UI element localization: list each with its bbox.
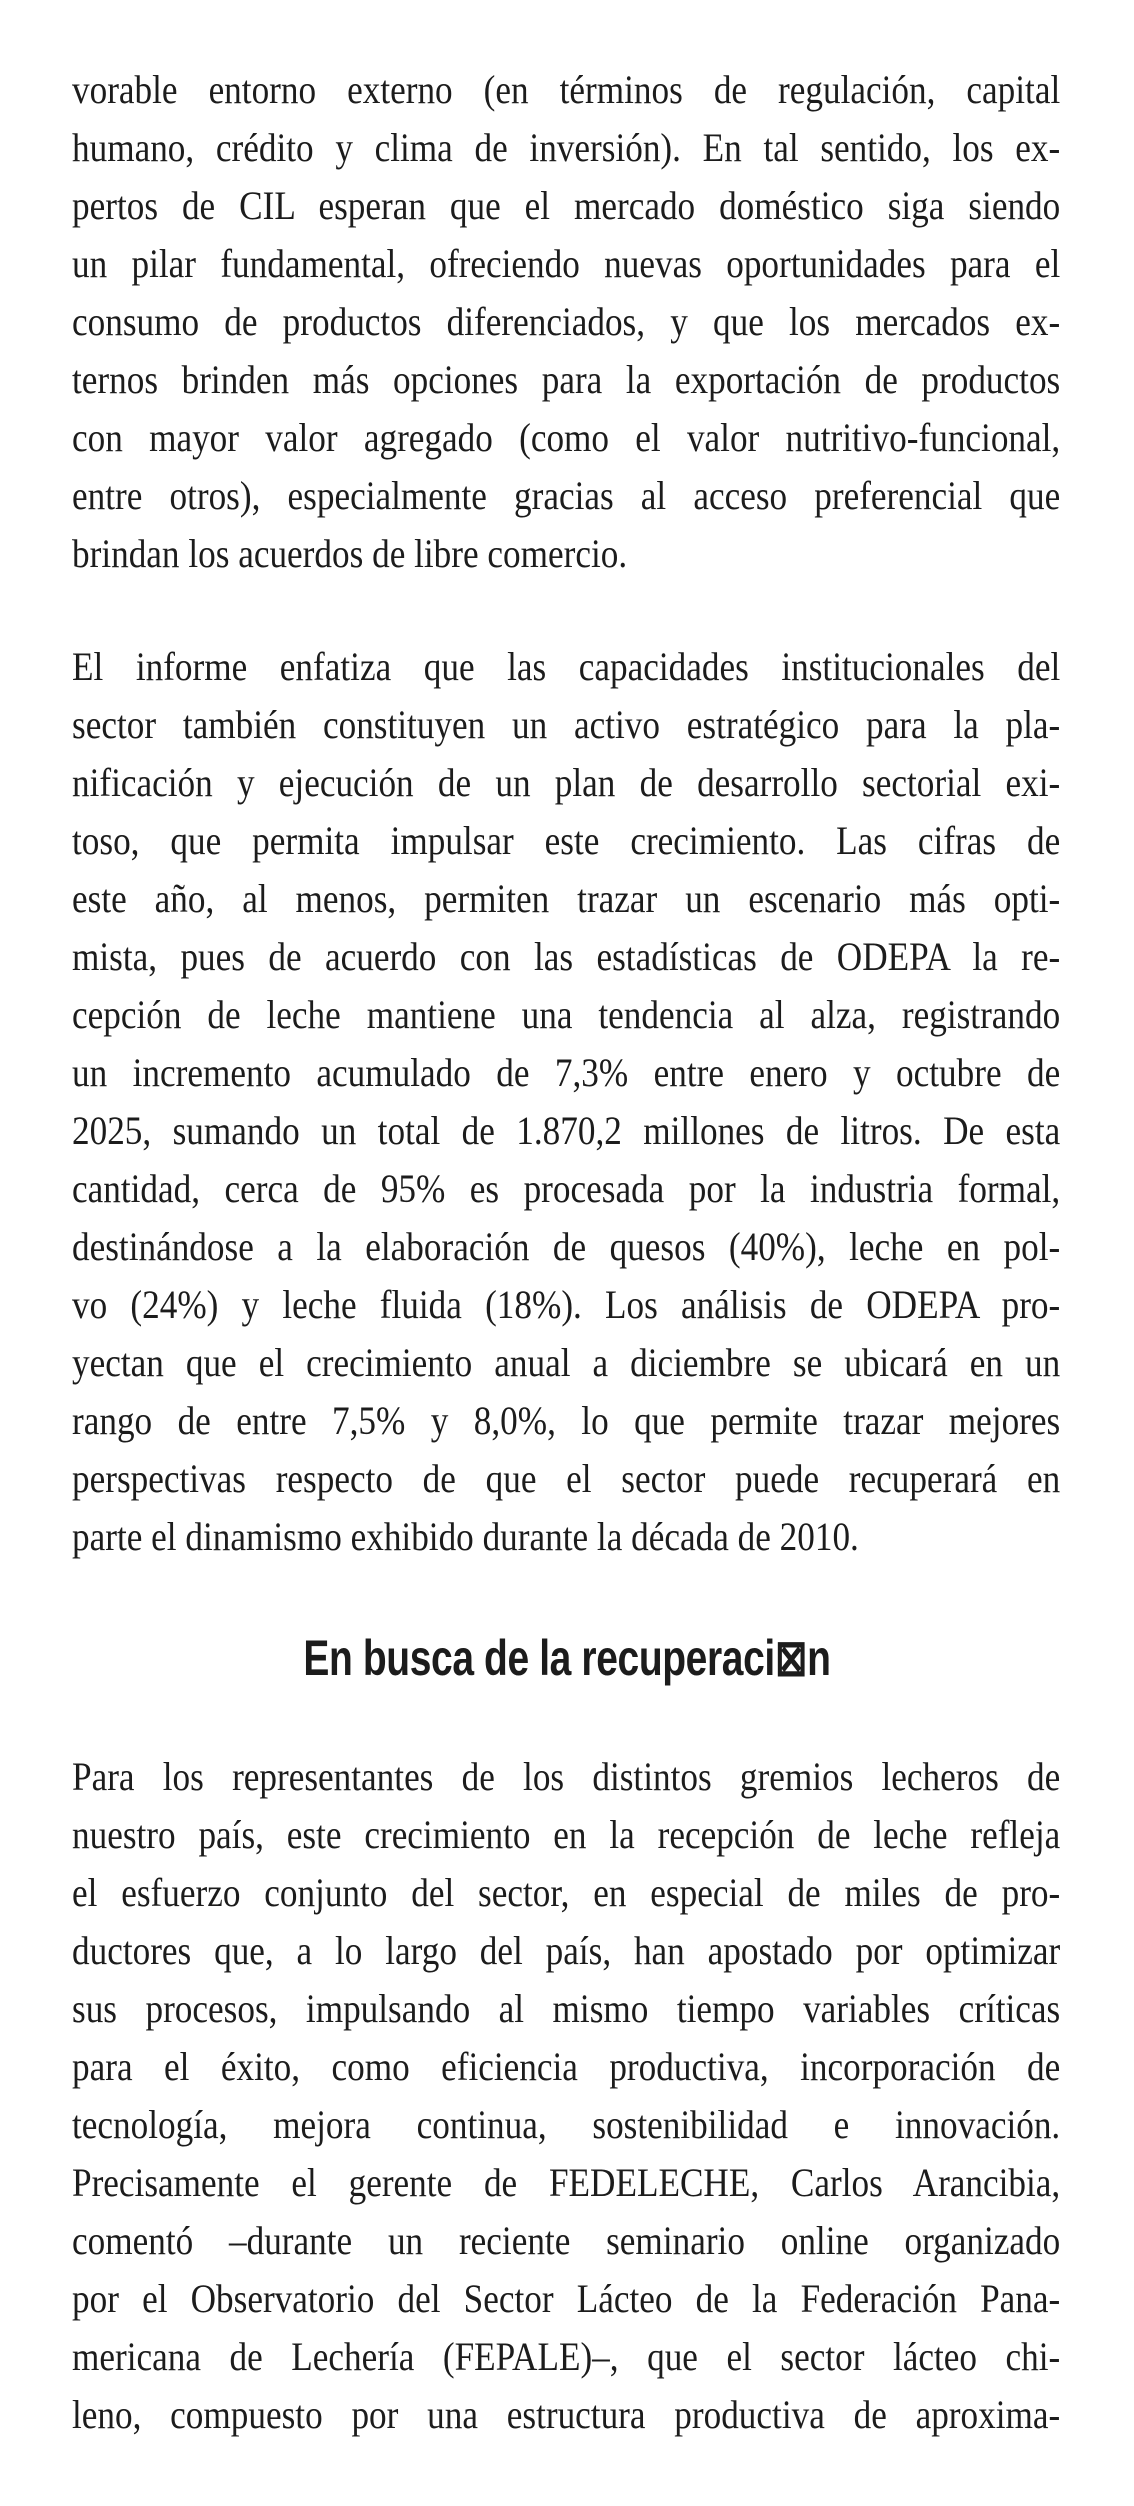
text-line: mista, pues de acuerdo con las estadísti… bbox=[72, 934, 1061, 979]
text-line: el esfuerzo conjunto del sector, en espe… bbox=[72, 1870, 1061, 1915]
text-line: brindan los acuerdos de libre comercio. bbox=[72, 531, 628, 576]
text-line: toso, que permita impulsar este crecimie… bbox=[72, 818, 1061, 863]
text-line: cantidad, cerca de 95% es procesada por … bbox=[72, 1166, 1061, 1211]
text-line: Para los representantes de los distintos… bbox=[72, 1754, 1061, 1799]
section-heading-text: En busca de la recuperaci⊠n bbox=[303, 1630, 831, 1686]
text-line: destinándose a la elaboración de quesos … bbox=[72, 1224, 1061, 1269]
text-line: consumo de productos diferenciados, y qu… bbox=[72, 299, 1061, 344]
text-line: mericana de Lechería (FEPALE)–, que el s… bbox=[72, 2334, 1061, 2379]
text-line: nificación y ejecución de un plan de des… bbox=[72, 760, 1061, 805]
text-line: perspectivas respecto de que el sector p… bbox=[72, 1456, 1061, 1501]
text-line: nuestro país, este crecimiento en la rec… bbox=[72, 1812, 1061, 1857]
text-line: para el éxito, como eficiencia productiv… bbox=[72, 2044, 1061, 2089]
text-line: ternos brinden más opciones para la expo… bbox=[72, 357, 1061, 402]
text-line: por el Observatorio del Sector Lácteo de… bbox=[72, 2276, 1061, 2321]
text-line: un pilar fundamental, ofreciendo nuevas … bbox=[72, 241, 1061, 286]
text-line: cepción de leche mantiene una tendencia … bbox=[72, 992, 1061, 1037]
paragraph-1: vorable entorno externo (en términos de … bbox=[72, 61, 1134, 583]
text-line: pertos de CIL esperan que el mercado dom… bbox=[72, 183, 1061, 228]
text-line: El informe enfatiza que las capacidades … bbox=[72, 644, 1061, 689]
paragraph-2: El informe enfatiza que las capacidades … bbox=[72, 638, 1134, 1566]
text-line: vo (24%) y leche fluida (18%). Los análi… bbox=[72, 1282, 1061, 1327]
text-line: leno, compuesto por una estructura produ… bbox=[72, 2392, 1061, 2437]
text-line: este año, al menos, permiten trazar un e… bbox=[72, 876, 1061, 921]
section-heading: En busca de la recuperaci⊠n bbox=[0, 1628, 1134, 1688]
text-line: con mayor valor agregado (como el valor … bbox=[72, 415, 1061, 460]
text-line: 2025, sumando un total de 1.870,2 millon… bbox=[72, 1108, 1061, 1153]
text-line: vorable entorno externo (en términos de … bbox=[72, 67, 1061, 112]
paragraph-3: Para los representantes de los distintos… bbox=[72, 1748, 1134, 2444]
text-line: rango de entre 7,5% y 8,0%, lo que permi… bbox=[72, 1398, 1061, 1443]
text-line: sector también constituyen un activo est… bbox=[72, 702, 1061, 747]
text-line: parte el dinamismo exhibido durante la d… bbox=[72, 1514, 859, 1559]
text-line: humano, crédito y clima de inversión). E… bbox=[72, 125, 1061, 170]
text-line: sus procesos, impulsando al mismo tiempo… bbox=[72, 1986, 1061, 2031]
text-line: un incremento acumulado de 7,3% entre en… bbox=[72, 1050, 1061, 1095]
text-line: comentó –durante un reciente seminario o… bbox=[72, 2218, 1061, 2263]
text-line: ductores que, a lo largo del país, han a… bbox=[72, 1928, 1061, 1973]
text-line: tecnología, mejora continua, sostenibili… bbox=[72, 2102, 1061, 2147]
text-line: Precisamente el gerente de FEDELECHE, Ca… bbox=[72, 2160, 1061, 2205]
text-line: entre otros), especialmente gracias al a… bbox=[72, 473, 1061, 518]
text-line: yectan que el crecimiento anual a diciem… bbox=[72, 1340, 1061, 1385]
